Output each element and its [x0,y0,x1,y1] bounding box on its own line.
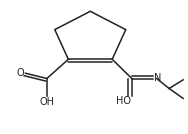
Text: O: O [16,68,24,78]
Text: OH: OH [39,97,54,107]
Text: N: N [154,73,161,83]
Text: HO: HO [116,96,131,106]
